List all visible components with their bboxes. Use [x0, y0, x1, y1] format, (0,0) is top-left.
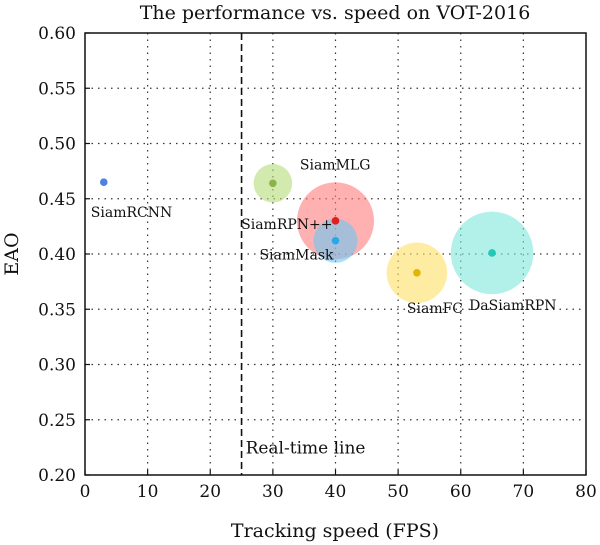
data-point [488, 249, 496, 257]
data-point [331, 217, 340, 225]
x-tick-label: 40 [325, 482, 347, 502]
data-label: DaSiamRPN [469, 298, 556, 314]
data-label: SiamFC [407, 301, 463, 317]
x-tick-label: 10 [137, 482, 159, 502]
tick-labels: 0 10 20 30 40 50 60 70 80 0.20 0.25 0.30 0.35 0.40 0.4… [38, 24, 597, 502]
y-tick-label: 0.50 [38, 135, 76, 155]
data-point [269, 179, 277, 188]
y-tick-label: 0.55 [38, 79, 76, 99]
data-point [99, 178, 108, 186]
y-axis-label: EAO [1, 232, 23, 275]
data-points: SiamRCNN SiamMLG SiamRPN++ SiamMask SiamFC Da… [91, 157, 557, 317]
x-tick-label: 50 [387, 482, 409, 502]
y-tick-label: 0.25 [38, 411, 76, 431]
chart-title: The performance vs. speed on VOT-2016 [140, 2, 531, 24]
y-tick-label: 0.30 [38, 356, 76, 376]
y-tick-label: 0.20 [38, 466, 76, 486]
x-tick-label: 20 [199, 482, 221, 502]
bubbles [253, 164, 534, 304]
plot-frame [84, 32, 587, 476]
x-tick-label: 70 [513, 482, 535, 502]
y-tick-label: 0.35 [38, 300, 76, 320]
x-tick-label: 30 [262, 482, 284, 502]
x-tick-label: 80 [575, 482, 597, 502]
x-tick-label: 0 [80, 482, 91, 502]
real-time-line-label: Real-time line [246, 438, 366, 458]
data-label: SiamMLG [300, 157, 371, 173]
data-point [413, 268, 421, 277]
data-label: SiamRCNN [91, 205, 172, 221]
x-axis-label: Tracking speed (FPS) [231, 520, 439, 542]
y-tick-label: 0.45 [38, 190, 76, 210]
y-tick-label: 0.40 [38, 245, 76, 265]
real-time-line: Real-time line [240, 33, 366, 475]
y-tick-label: 0.60 [38, 24, 76, 44]
data-point [331, 236, 340, 245]
data-label: SiamRPN++ [241, 217, 332, 233]
x-tick-label: 60 [450, 482, 472, 502]
data-label: SiamMask [259, 248, 334, 264]
